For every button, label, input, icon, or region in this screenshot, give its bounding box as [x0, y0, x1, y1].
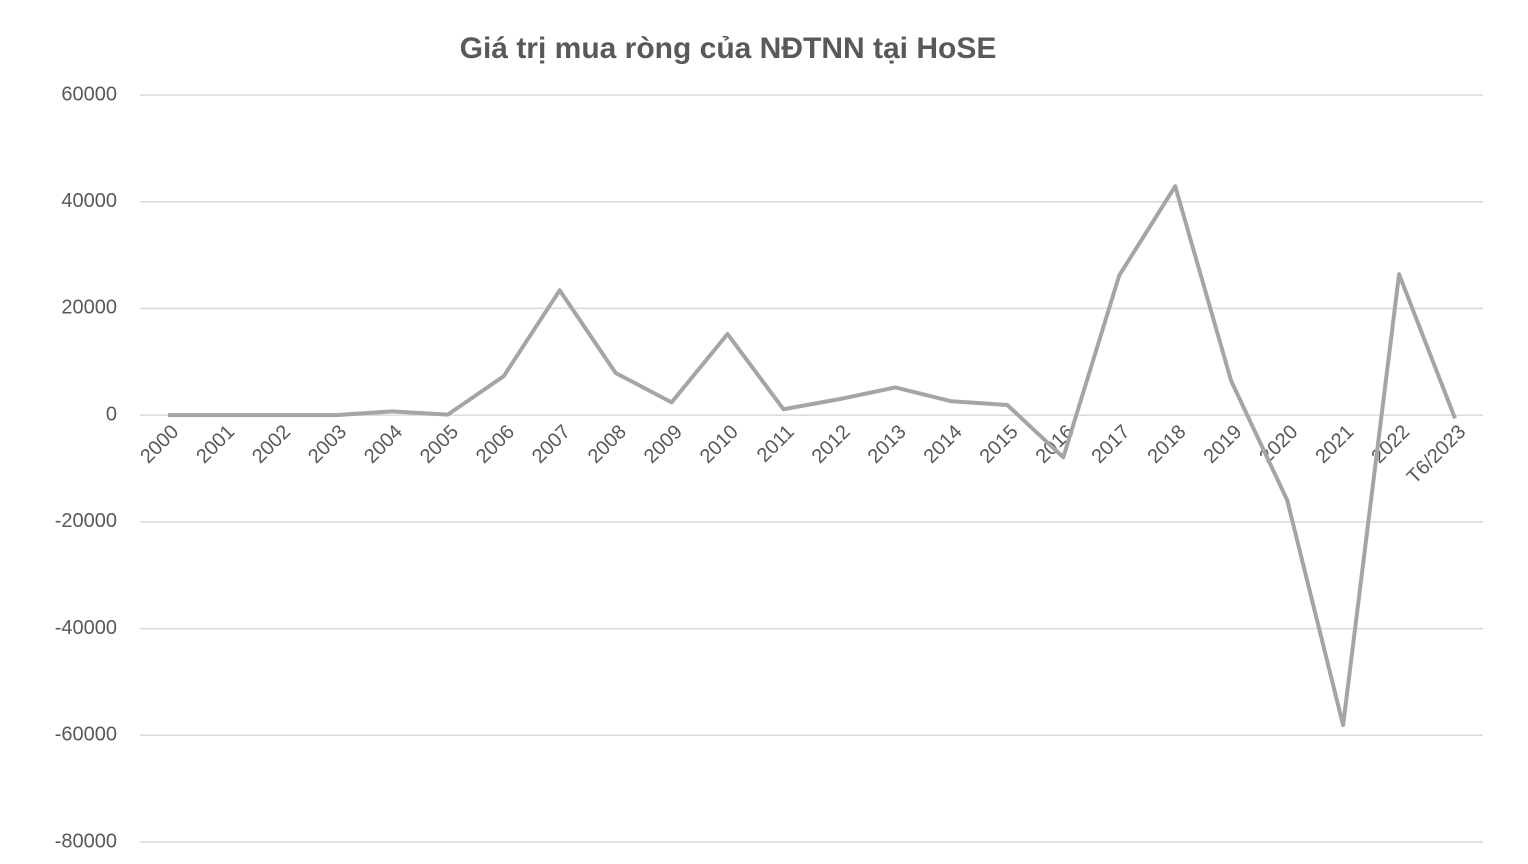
x-tick-label: 2008 [584, 421, 631, 468]
x-tick-label: 2014 [920, 421, 967, 468]
x-tick-label: 2018 [1143, 421, 1190, 468]
x-tick-label: 2007 [528, 421, 575, 468]
y-tick-label: 40000 [61, 190, 117, 212]
y-tick-label: 60000 [61, 83, 117, 105]
x-tick-label: 2006 [472, 421, 519, 468]
x-tick-label: 2004 [360, 421, 407, 468]
x-tick-label: 2019 [1199, 421, 1246, 468]
x-tick-label: 2013 [864, 421, 911, 468]
x-tick-label: 2010 [696, 421, 743, 468]
x-tick-label: 2017 [1088, 421, 1135, 468]
y-tick-label: -80000 [55, 830, 117, 852]
x-tick-label: 2000 [136, 421, 183, 468]
x-tick-label: 2011 [753, 421, 799, 467]
x-tick-label: 2012 [808, 421, 855, 468]
y-tick-label: -40000 [55, 617, 117, 639]
x-tick-label: 2002 [248, 421, 295, 468]
x-tick-label: 2005 [416, 421, 463, 468]
y-tick-label: 0 [106, 403, 117, 425]
x-tick-label: 2001 [192, 421, 239, 468]
y-tick-label: -60000 [55, 724, 117, 746]
x-tick-label: 2015 [976, 421, 1023, 468]
chart-title: Giá trị mua ròng của NĐTNN tại HoSE [460, 32, 997, 65]
x-tick-label: 2009 [640, 421, 687, 468]
x-tick-label: 2003 [304, 421, 351, 468]
x-tick-label: T6/2023 [1403, 421, 1470, 488]
y-tick-label: -20000 [55, 510, 117, 532]
y-tick-label: 20000 [61, 297, 117, 319]
data-line [167, 184, 1457, 728]
x-tick-label: 2021 [1311, 421, 1358, 468]
